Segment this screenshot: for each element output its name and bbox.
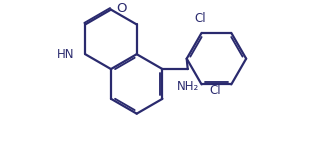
Text: O: O — [116, 2, 127, 15]
Text: HN: HN — [57, 48, 75, 61]
Text: Cl: Cl — [209, 84, 221, 97]
Text: Cl: Cl — [194, 12, 206, 25]
Text: NH₂: NH₂ — [176, 80, 199, 93]
